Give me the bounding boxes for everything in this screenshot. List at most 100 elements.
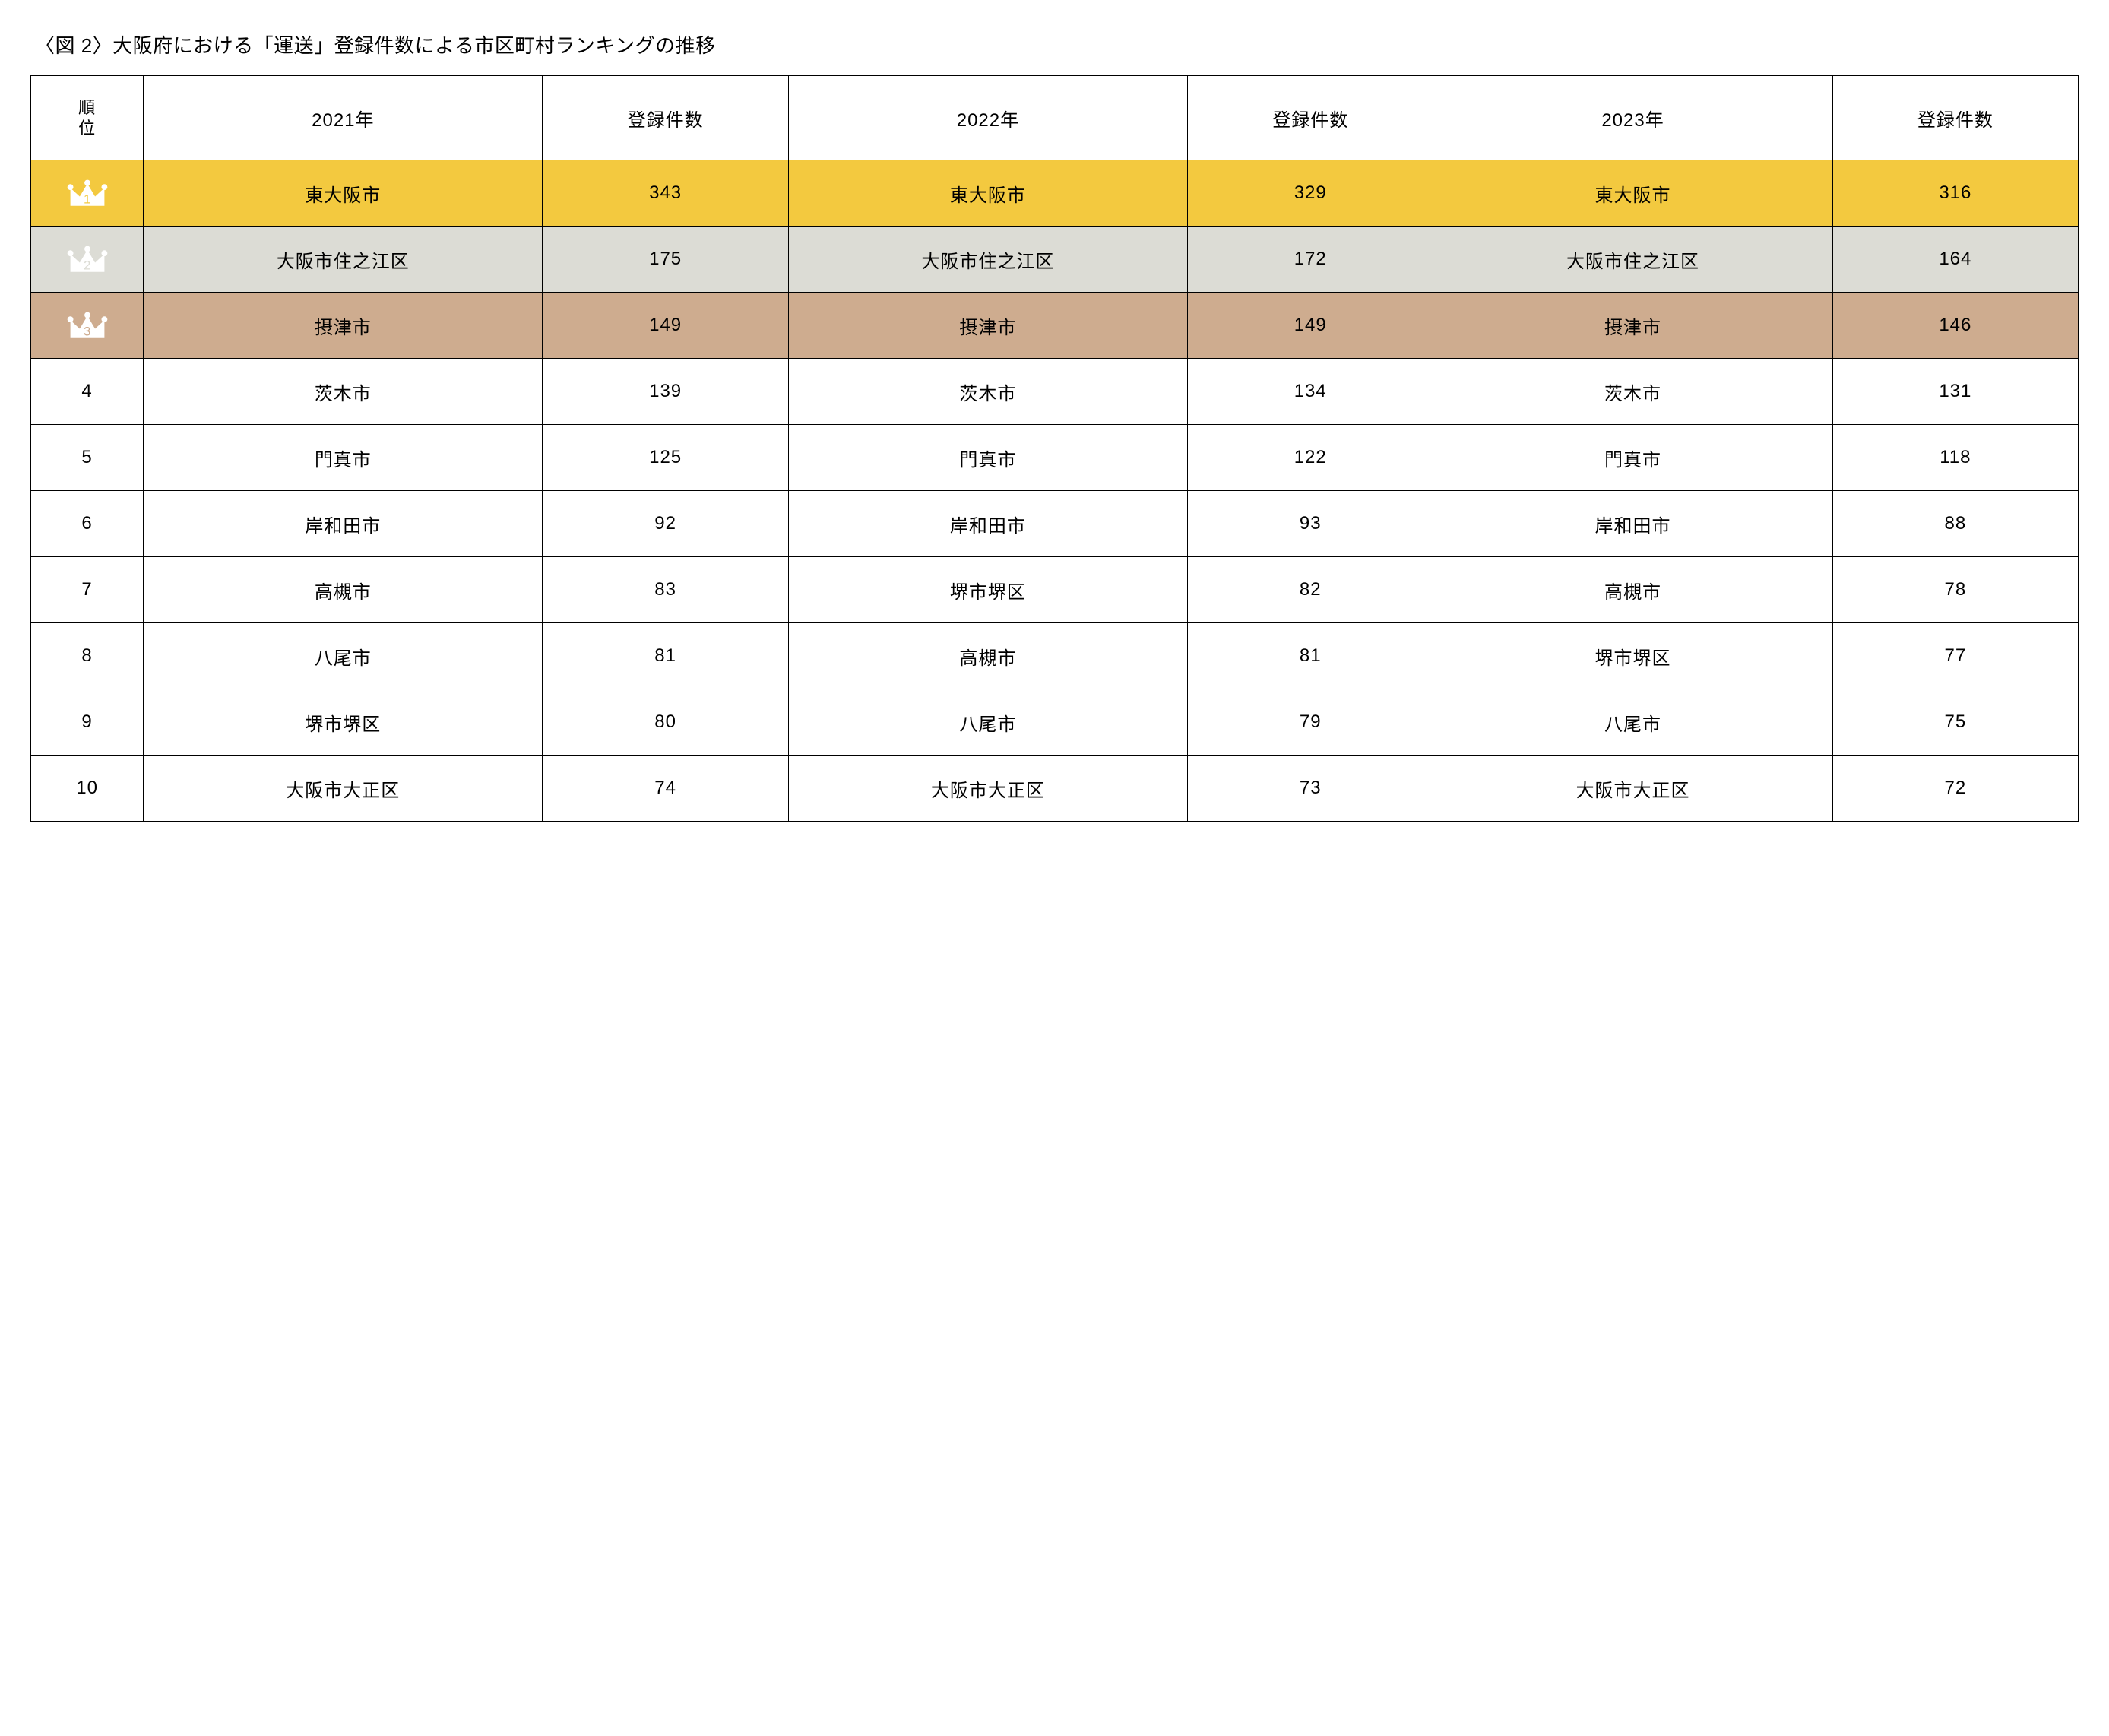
rank-number: 7 (81, 579, 92, 600)
city-cell: 大阪市住之江区 (144, 227, 543, 293)
count-cell: 75 (1832, 689, 2078, 756)
rank-number: 5 (81, 447, 92, 467)
col-header-count-2022: 登録件数 (1188, 76, 1433, 160)
rank-number: 6 (81, 513, 92, 534)
count-cell: 134 (1188, 359, 1433, 425)
count-cell: 82 (1188, 557, 1433, 623)
col-header-count-2021: 登録件数 (543, 76, 788, 160)
table-row: 2 大阪市住之江区175大阪市住之江区172大阪市住之江区164 (31, 227, 2079, 293)
city-cell: 茨木市 (144, 359, 543, 425)
count-cell: 329 (1188, 160, 1433, 227)
city-cell: 岸和田市 (1433, 491, 1832, 557)
table-body: 1 東大阪市343東大阪市329東大阪市316 2 大阪市住之江区175大阪市住… (31, 160, 2079, 822)
rank-number: 8 (81, 645, 92, 666)
city-cell: 東大阪市 (1433, 160, 1832, 227)
city-cell: 東大阪市 (144, 160, 543, 227)
table-row: 8八尾市81高槻市81堺市堺区77 (31, 623, 2079, 689)
city-cell: 大阪市大正区 (788, 756, 1187, 822)
count-cell: 316 (1832, 160, 2078, 227)
city-cell: 茨木市 (1433, 359, 1832, 425)
rank-number: 10 (76, 778, 98, 798)
rank-cell: 1 (31, 160, 144, 227)
count-cell: 164 (1832, 227, 2078, 293)
city-cell: 岸和田市 (788, 491, 1187, 557)
col-header-count-2023: 登録件数 (1832, 76, 2078, 160)
table-header-row: 順位 2021年 登録件数 2022年 登録件数 2023年 登録件数 (31, 76, 2079, 160)
city-cell: 高槻市 (1433, 557, 1832, 623)
count-cell: 80 (543, 689, 788, 756)
count-cell: 343 (543, 160, 788, 227)
city-cell: 摂津市 (1433, 293, 1832, 359)
city-cell: 八尾市 (144, 623, 543, 689)
col-header-year-2023: 2023年 (1433, 76, 1832, 160)
rank-cell: 5 (31, 425, 144, 491)
rank-cell: 2 (31, 227, 144, 293)
city-cell: 大阪市住之江区 (1433, 227, 1832, 293)
count-cell: 78 (1832, 557, 2078, 623)
city-cell: 摂津市 (144, 293, 543, 359)
col-header-rank: 順位 (31, 76, 144, 160)
table-row: 6岸和田市92岸和田市93岸和田市88 (31, 491, 2079, 557)
table-row: 9堺市堺区80八尾市79八尾市75 (31, 689, 2079, 756)
col-header-year-2021: 2021年 (144, 76, 543, 160)
city-cell: 大阪市住之江区 (788, 227, 1187, 293)
count-cell: 81 (1188, 623, 1433, 689)
count-cell: 172 (1188, 227, 1433, 293)
count-cell: 93 (1188, 491, 1433, 557)
count-cell: 139 (543, 359, 788, 425)
rank-cell: 3 (31, 293, 144, 359)
count-cell: 118 (1832, 425, 2078, 491)
figure-title: 〈図 2〉大阪府における「運送」登録件数による市区町村ランキングの推移 (35, 30, 2079, 59)
city-cell: 高槻市 (144, 557, 543, 623)
rank-cell: 4 (31, 359, 144, 425)
ranking-table: 順位 2021年 登録件数 2022年 登録件数 2023年 登録件数 1 東大… (30, 75, 2079, 822)
count-cell: 122 (1188, 425, 1433, 491)
count-cell: 92 (543, 491, 788, 557)
city-cell: 堺市堺区 (788, 557, 1187, 623)
rank-cell: 10 (31, 756, 144, 822)
table-row: 4茨木市139茨木市134茨木市131 (31, 359, 2079, 425)
count-cell: 72 (1832, 756, 2078, 822)
city-cell: 八尾市 (1433, 689, 1832, 756)
col-header-year-2022: 2022年 (788, 76, 1187, 160)
crown-icon: 2 (66, 241, 109, 277)
city-cell: 堺市堺区 (144, 689, 543, 756)
count-cell: 74 (543, 756, 788, 822)
count-cell: 88 (1832, 491, 2078, 557)
rank-cell: 7 (31, 557, 144, 623)
table-row: 7高槻市83堺市堺区82高槻市78 (31, 557, 2079, 623)
count-cell: 175 (543, 227, 788, 293)
count-cell: 149 (1188, 293, 1433, 359)
count-cell: 83 (543, 557, 788, 623)
city-cell: 東大阪市 (788, 160, 1187, 227)
table-row: 10大阪市大正区74大阪市大正区73大阪市大正区72 (31, 756, 2079, 822)
table-row: 3 摂津市149摂津市149摂津市146 (31, 293, 2079, 359)
table-row: 1 東大阪市343東大阪市329東大阪市316 (31, 160, 2079, 227)
rank-header-label: 順位 (31, 97, 143, 139)
count-cell: 146 (1832, 293, 2078, 359)
rank-cell: 8 (31, 623, 144, 689)
rank-cell: 6 (31, 491, 144, 557)
crown-icon: 1 (66, 175, 109, 211)
svg-text:3: 3 (84, 324, 91, 338)
city-cell: 堺市堺区 (1433, 623, 1832, 689)
rank-number: 4 (81, 381, 92, 401)
count-cell: 79 (1188, 689, 1433, 756)
crown-icon: 3 (66, 307, 109, 344)
city-cell: 門真市 (788, 425, 1187, 491)
city-cell: 大阪市大正区 (144, 756, 543, 822)
city-cell: 摂津市 (788, 293, 1187, 359)
table-row: 5門真市125門真市122門真市118 (31, 425, 2079, 491)
city-cell: 岸和田市 (144, 491, 543, 557)
city-cell: 高槻市 (788, 623, 1187, 689)
city-cell: 門真市 (1433, 425, 1832, 491)
count-cell: 81 (543, 623, 788, 689)
count-cell: 125 (543, 425, 788, 491)
city-cell: 門真市 (144, 425, 543, 491)
count-cell: 73 (1188, 756, 1433, 822)
city-cell: 八尾市 (788, 689, 1187, 756)
count-cell: 149 (543, 293, 788, 359)
svg-text:1: 1 (84, 192, 91, 206)
count-cell: 77 (1832, 623, 2078, 689)
rank-cell: 9 (31, 689, 144, 756)
